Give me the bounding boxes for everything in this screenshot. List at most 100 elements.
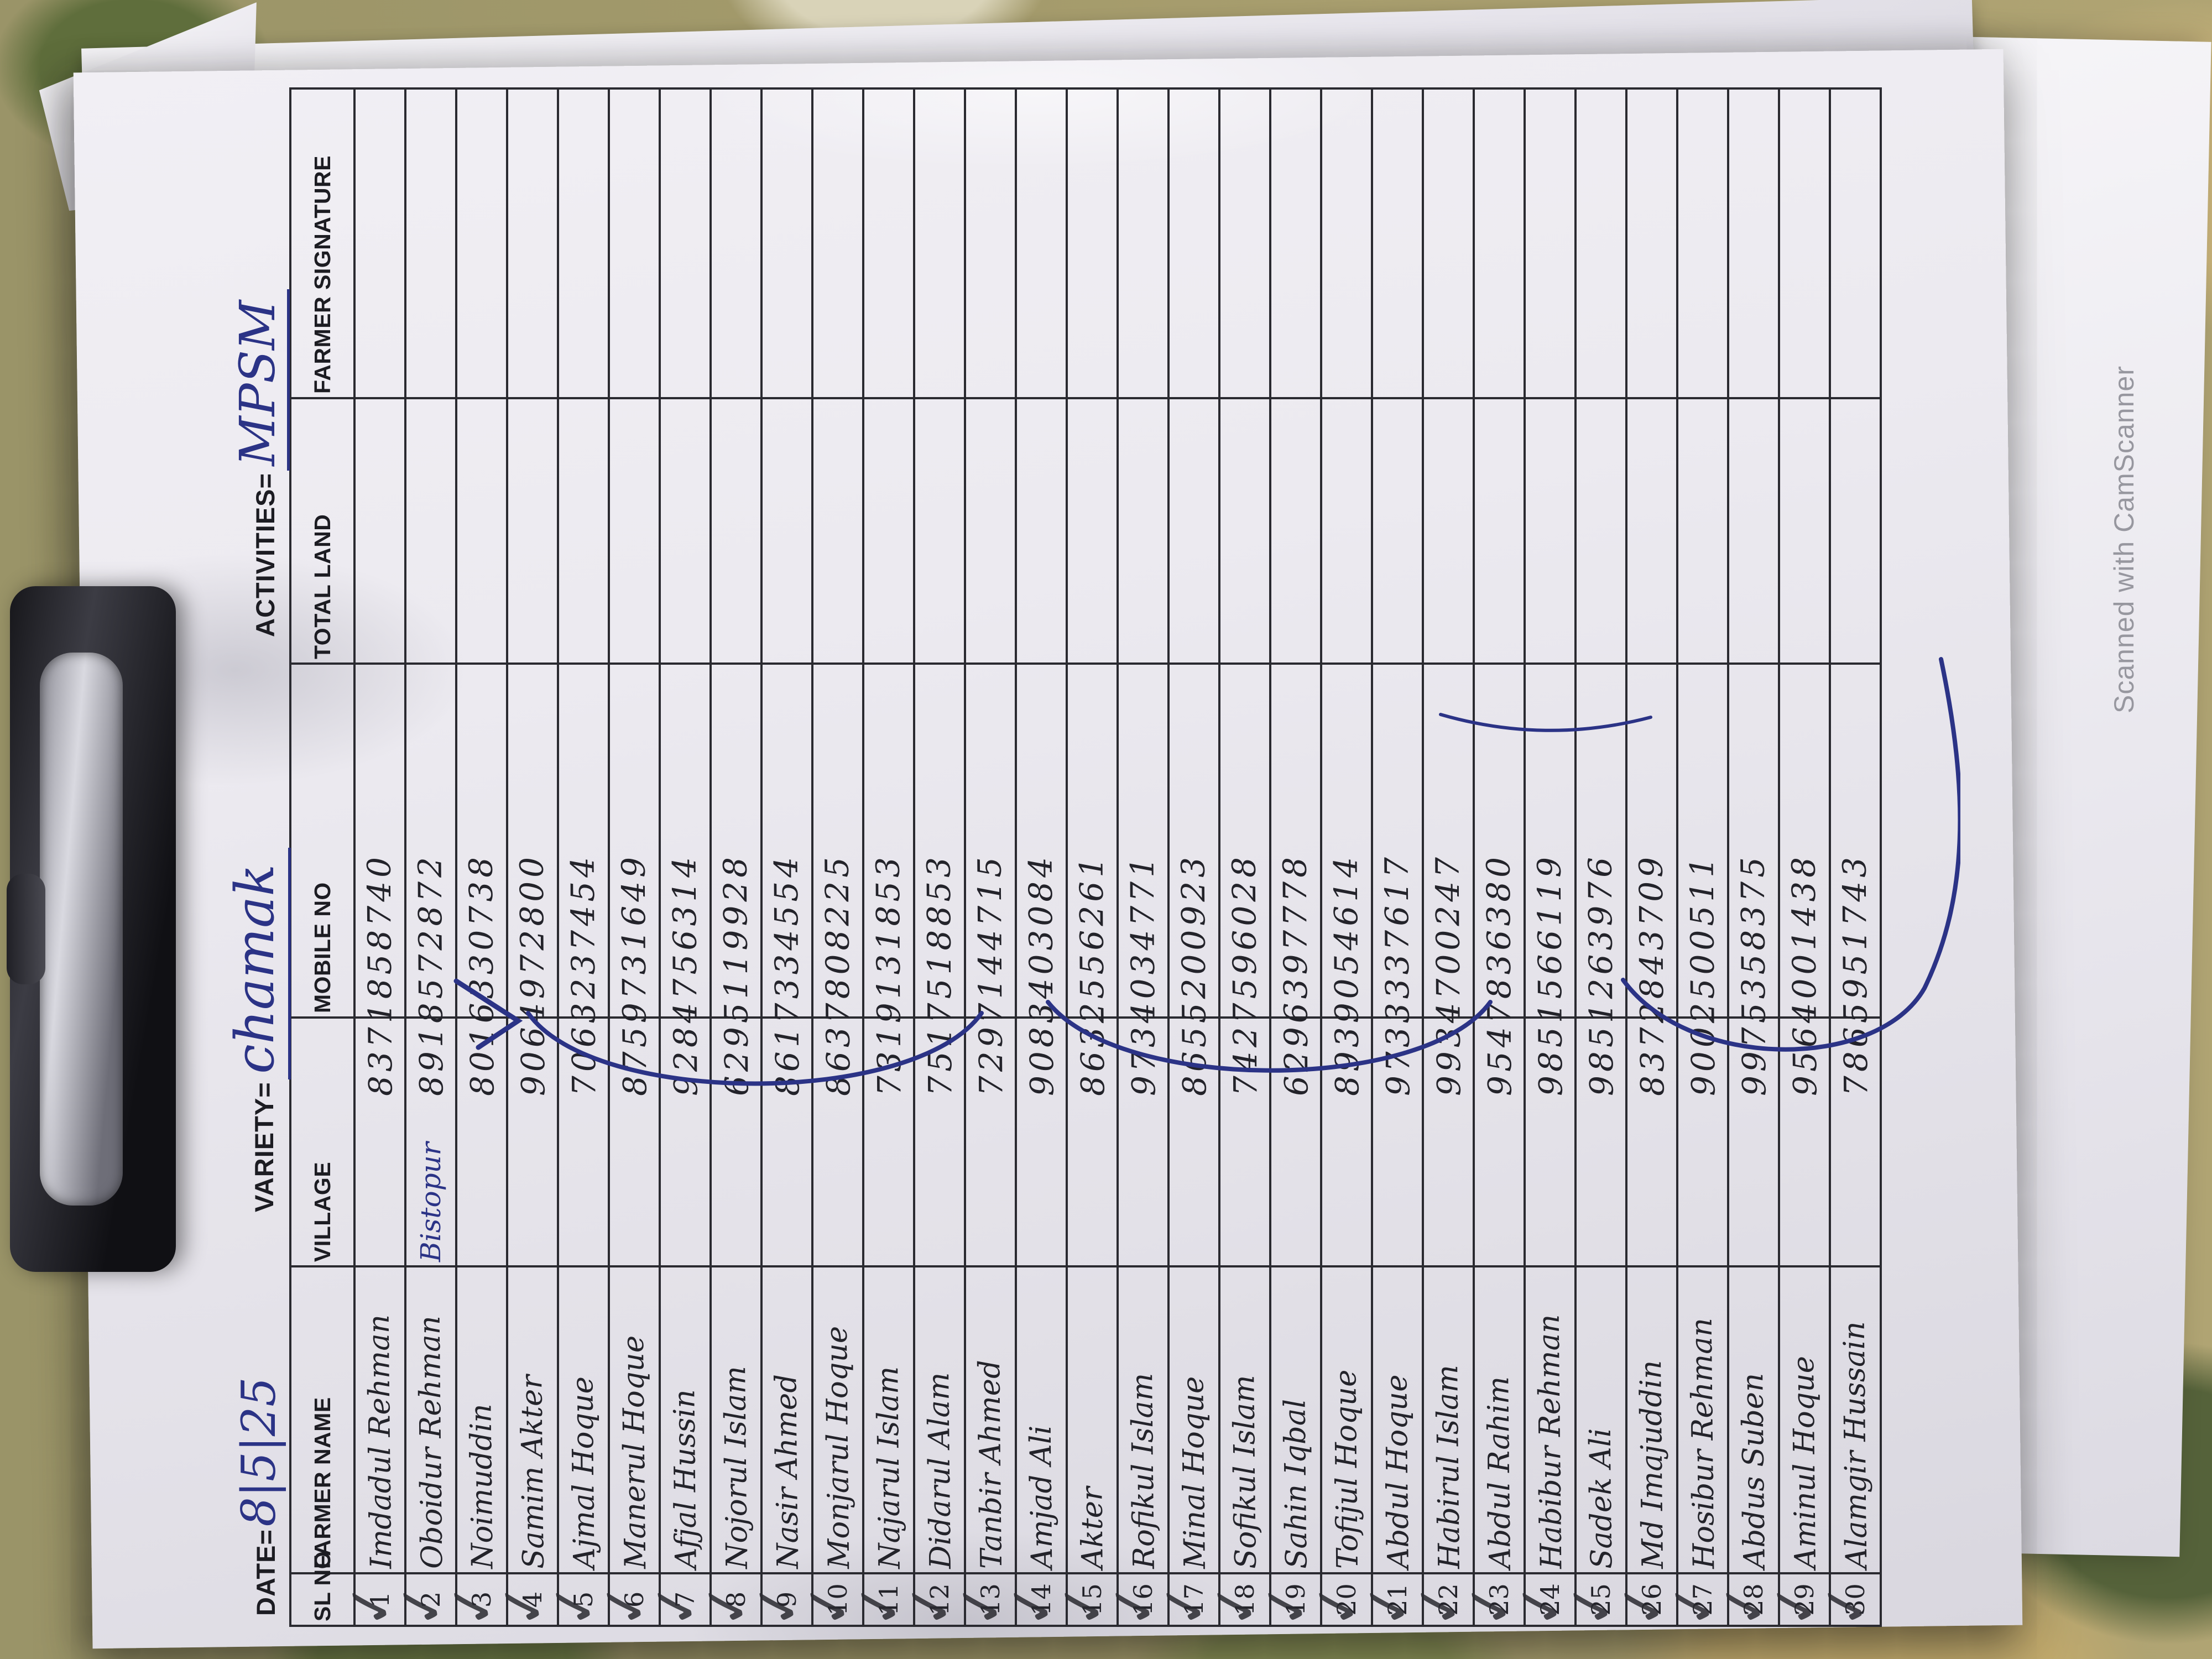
- header-row: SL NO FARMER NAME VILLAGE MOBILE NO TOTAL LA…: [290, 88, 354, 1626]
- mobile-number-cell: 7297144715: [965, 664, 1016, 1096]
- farmer-name-cell: Minal Hoque: [1168, 1266, 1219, 1573]
- farmer-name: Hosibur Rehman: [1684, 1317, 1721, 1569]
- farmer-name-cell: Hosibur Rehman: [1677, 1266, 1728, 1573]
- sl-number-cell: 10 ✓: [792, 1573, 865, 1634]
- farmer-signature-cell: [1067, 88, 1118, 398]
- farmer-name-cell: Manerul Hoque: [609, 1266, 660, 1573]
- village-name: Bistopur: [415, 1142, 447, 1262]
- column-header-village: VILLAGE: [290, 1018, 354, 1266]
- farmer-signature-cell: [1168, 88, 1219, 398]
- farmer-signature-cell: [609, 88, 660, 398]
- date-field: DATE= 8|5|25: [232, 1377, 286, 1616]
- farmer-name-cell: Tofijul Hoque: [1321, 1266, 1372, 1573]
- farmer-row: 12 ✓ Didarul Alam 7517518853: [894, 88, 967, 1634]
- mobile-number-cell: 9975358375: [1728, 664, 1779, 1096]
- sl-number-cell: 8 ✓: [690, 1573, 763, 1634]
- farmer-row: 4 ✓ Samim Akter 9064972800: [487, 88, 560, 1634]
- mobile-number: 9002500511: [1683, 853, 1723, 1097]
- column-header-farmer-signature: FARMER SIGNATURE: [290, 88, 354, 398]
- farmer-row: 22 ✓ Habirul Islam 9934700247: [1402, 88, 1475, 1634]
- column-header-mobile-no: MOBILE NO: [290, 664, 354, 1018]
- mobile-number: 8655200923: [1174, 853, 1214, 1097]
- sl-number-cell: 2 ✓: [385, 1573, 458, 1634]
- total-land-cell: [1067, 398, 1118, 664]
- farmer-name-cell: Afjal Hussin: [660, 1266, 711, 1573]
- farmer-signature-cell: [507, 88, 558, 398]
- farmer-signature-cell: [1575, 88, 1626, 398]
- mobile-number-cell: 9734034771: [1118, 664, 1168, 1096]
- farmer-name: Amjad Ali: [1024, 1425, 1059, 1569]
- sl-number-cell: 19 ✓: [1250, 1573, 1323, 1634]
- mobile-number: 7517518853: [920, 853, 959, 1097]
- total-land-cell: [609, 398, 660, 664]
- farmer-name: Afjal Hussin: [667, 1389, 703, 1569]
- farmer-signature-cell: [1423, 88, 1474, 398]
- farmer-name: Aminul Hoque: [1786, 1355, 1823, 1569]
- mobile-number: 9547836380: [1479, 853, 1519, 1097]
- sl-number: 17: [1179, 1583, 1209, 1616]
- farmer-row: 11 ✓ Najarul Islam 7319131853: [843, 88, 916, 1634]
- farmer-name: Ajmal Hoque: [565, 1376, 602, 1569]
- mobile-number: 6296397778: [1276, 853, 1316, 1097]
- farmer-name-cell: Habibur Rehman: [1525, 1266, 1575, 1573]
- farmer-signature-cell: [1016, 88, 1067, 398]
- sl-number: 26: [1637, 1583, 1667, 1616]
- mobile-number: 8371858740: [360, 853, 400, 1097]
- handwritten-form: DATE= 8|5|25 VARIETY= chamak ACTIVITIES=…: [218, 84, 1960, 1634]
- sl-number-cell: 6 ✓: [588, 1573, 661, 1634]
- farmer-row: 9 ✓ Nasir Ahmed 8617334554: [741, 88, 814, 1634]
- sl-number-cell: 24 ✓: [1504, 1573, 1577, 1634]
- sl-number-cell: 14 ✓: [995, 1573, 1068, 1634]
- farmer-signature-cell: [761, 88, 812, 398]
- total-land-cell: [1321, 398, 1372, 664]
- mobile-number-cell: 7063237454: [558, 664, 609, 1096]
- farmer-row: 18 ✓ Sofikul Islam 7427596028: [1199, 88, 1272, 1634]
- mobile-number-cell: 8655200923: [1168, 664, 1219, 1096]
- farmer-signature-cell: [1525, 88, 1575, 398]
- mobile-number-cell: 9733337617: [1372, 664, 1423, 1096]
- farmer-signature-cell: [1372, 88, 1423, 398]
- farmer-row: 1 ✓ Imdadul Rehman 8371858740: [334, 88, 407, 1634]
- sl-number: 28: [1739, 1583, 1768, 1616]
- total-land-cell: [1626, 398, 1677, 664]
- total-land-cell: [711, 398, 761, 664]
- farmer-row: 16 ✓ Rofikul Islam 9734034771: [1097, 88, 1170, 1634]
- farmer-signature-cell: [1219, 88, 1270, 398]
- sl-number: 18: [1230, 1583, 1260, 1616]
- farmer-name: Habibur Rehman: [1532, 1314, 1568, 1569]
- mobile-number: 8016330738: [462, 853, 502, 1097]
- farmer-row: 17 ✓ Minal Hoque 8655200923: [1148, 88, 1221, 1634]
- mobile-number-cell: 9851566119: [1525, 664, 1575, 1096]
- mobile-number-cell: 7427596028: [1219, 664, 1270, 1096]
- sl-number-cell: 11 ✓: [843, 1573, 916, 1634]
- total-land-cell: [507, 398, 558, 664]
- sl-number-cell: 18 ✓: [1199, 1573, 1272, 1634]
- farmer-name: Minal Hoque: [1176, 1376, 1212, 1569]
- mobile-number: 8637808225: [818, 853, 858, 1097]
- farmer-name-cell: Alamgir Hussain: [1830, 1266, 1881, 1573]
- sl-number: 13: [975, 1583, 1005, 1616]
- mobile-number: 8372843709: [1632, 853, 1672, 1097]
- variety-field: VARIETY= chamak: [224, 847, 291, 1212]
- sl-number: 10: [823, 1583, 853, 1616]
- sl-number: 15: [1077, 1583, 1107, 1616]
- farmer-name-cell: Sofikul Islam: [1219, 1266, 1270, 1573]
- mobile-number-cell: 9851263976: [1575, 664, 1626, 1096]
- variety-label: VARIETY=: [249, 1082, 279, 1212]
- date-label: DATE=: [251, 1529, 280, 1616]
- sl-number: 1: [365, 1591, 395, 1608]
- sl-number: 11: [874, 1583, 904, 1616]
- mobile-number: 9564001438: [1785, 853, 1824, 1097]
- sl-number-cell: 30 ✓: [1809, 1573, 1882, 1634]
- mobile-number-cell: 7517518853: [914, 664, 965, 1096]
- farmer-signature-cell: [354, 88, 405, 398]
- farmer-signature-cell: [1118, 88, 1168, 398]
- sl-number: 21: [1383, 1583, 1412, 1616]
- farmer-name-cell: Samim Akter: [507, 1266, 558, 1573]
- farmer-name: Tanbir Ahmed: [972, 1359, 1009, 1569]
- farmer-row: 21 ✓ Abdul Hoque 9733337617: [1352, 88, 1425, 1634]
- farmer-signature-cell: [1321, 88, 1372, 398]
- mobile-number: 9851566119: [1530, 853, 1570, 1097]
- total-land-cell: [1779, 398, 1830, 664]
